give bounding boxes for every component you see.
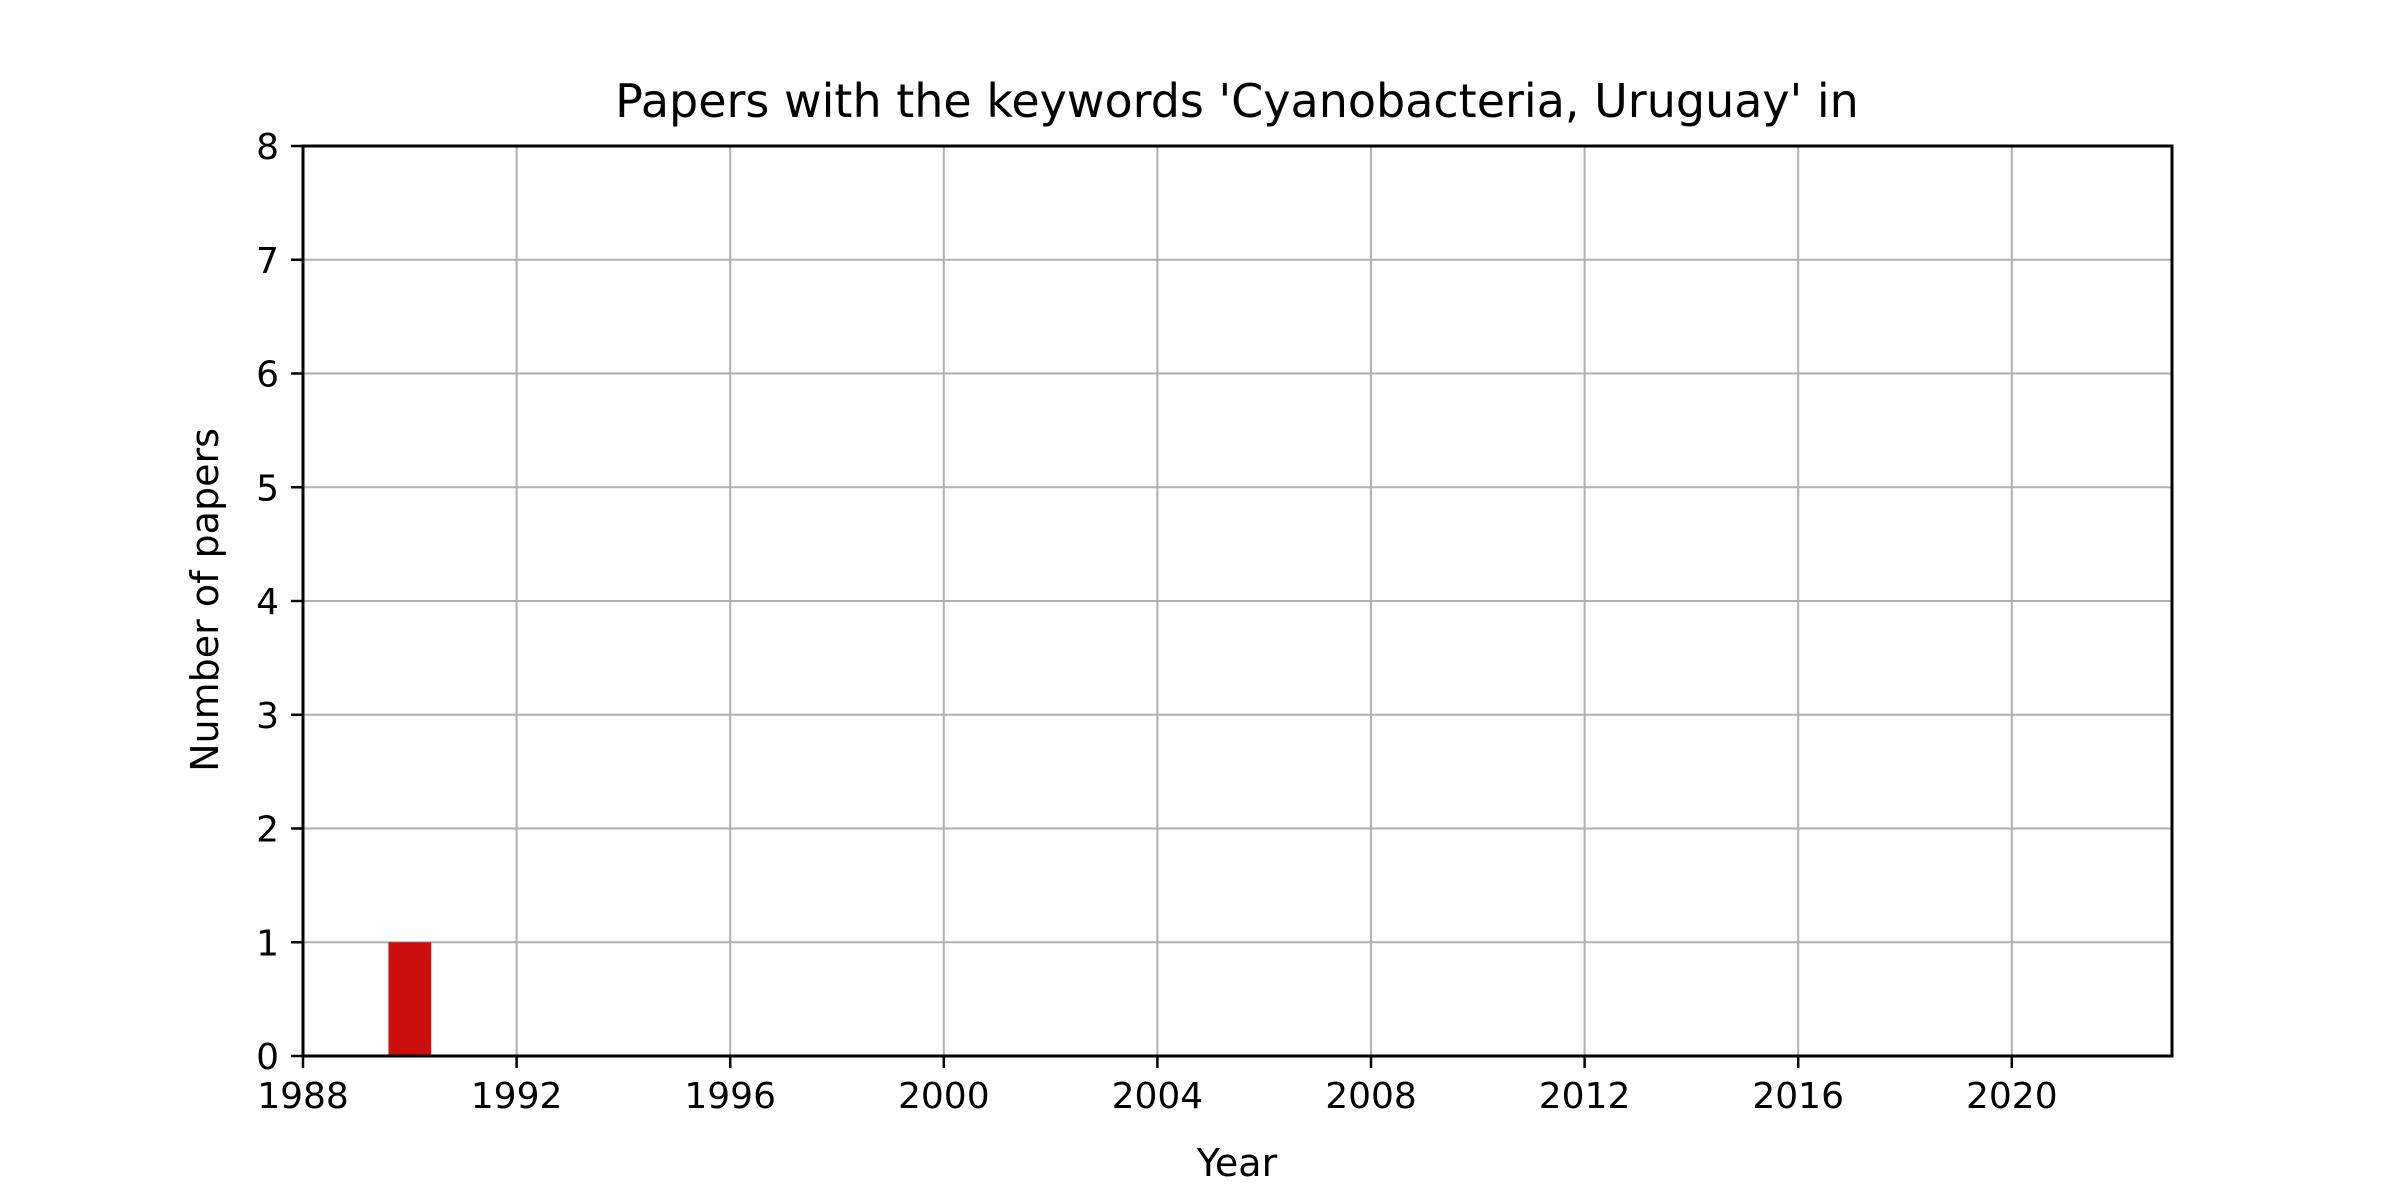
x-tick-label: 2000	[898, 1076, 990, 1117]
x-tick-label: 1988	[257, 1076, 349, 1117]
y-tick-label: 4	[256, 582, 279, 623]
y-tick-label: 2	[256, 810, 279, 851]
bar-1990	[388, 942, 432, 1056]
y-tick-label: 5	[256, 468, 279, 509]
y-tick-label: 1	[256, 923, 279, 964]
x-axis-ticks: 1988 1992 1996 2000 2004 2008 2012 2016 2020	[257, 1056, 2058, 1117]
x-tick-label: 2012	[1539, 1076, 1631, 1117]
y-tick-label: 0	[256, 1037, 279, 1078]
y-tick-label: 7	[256, 241, 279, 282]
bars	[388, 942, 432, 1056]
y-tick-label: 6	[256, 355, 279, 396]
x-tick-label: 2004	[1112, 1076, 1204, 1117]
y-tick-label: 3	[256, 696, 279, 737]
x-tick-label: 2016	[1752, 1076, 1844, 1117]
y-tick-label: 8	[256, 127, 279, 168]
x-axis-label: Year	[1196, 1141, 1278, 1185]
y-axis-ticks: 0 1 2 3 4 5 6 7 8	[256, 127, 303, 1078]
x-tick-label: 2008	[1325, 1076, 1417, 1117]
x-tick-label: 2020	[1966, 1076, 2058, 1117]
x-tick-label: 1992	[471, 1076, 563, 1117]
y-axis-label: Number of papers	[183, 428, 227, 772]
chart-title: Papers with the keywords 'Cyanobacteria,…	[615, 74, 1859, 128]
x-tick-label: 1996	[684, 1076, 776, 1117]
